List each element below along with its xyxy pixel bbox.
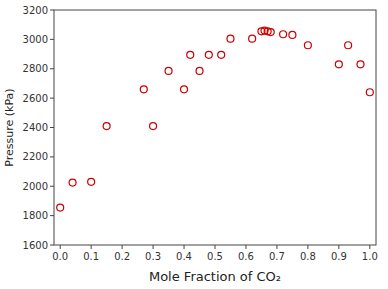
x-tick [60,245,61,249]
x-tick-label: 1.0 [362,251,378,262]
point [227,35,234,42]
x-tick [338,245,339,249]
y-tick [50,10,54,11]
y-tick [50,127,54,128]
x-tick-label: 0.6 [238,251,254,262]
point [205,51,212,58]
x-tick [245,245,246,249]
y-tick-label: 3200 [23,5,48,16]
y-tick-label: 2200 [23,151,48,162]
point [88,178,95,185]
x-tick [369,245,370,249]
x-tick-label: 0.9 [331,251,347,262]
plot-frame [54,10,376,245]
point [366,89,373,96]
y-tick-label: 2600 [23,93,48,104]
y-axis-label: Pressure (kPa) [3,88,16,166]
point [218,51,225,58]
y-tick-label: 2800 [23,63,48,74]
point [57,204,64,211]
y-tick-label: 1600 [23,240,48,251]
point [357,61,364,68]
x-axis-label: Mole Fraction of CO₂ [149,269,281,284]
x-tick-label: 0.2 [114,251,130,262]
x-tick-label: 0.7 [269,251,285,262]
x-tick [184,245,185,249]
point [196,67,203,74]
y-tick [50,186,54,187]
x-tick [91,245,92,249]
points [57,27,374,211]
point [150,123,157,130]
x-tick-label: 0.3 [145,251,161,262]
y-tick-label: 3000 [23,34,48,45]
point [140,86,147,93]
y-tick [50,215,54,216]
x-tick-label: 0.5 [207,251,223,262]
x-tick [307,245,308,249]
y-tick-label: 2000 [23,181,48,192]
point [103,123,110,130]
y-tick [50,245,54,246]
y-tick [50,39,54,40]
x-tick [122,245,123,249]
x-tick [215,245,216,249]
y-tick [50,98,54,99]
point [187,51,194,58]
point [181,86,188,93]
x-tick [276,245,277,249]
y-tick-label: 2400 [23,122,48,133]
point [289,31,296,38]
y-tick [50,156,54,157]
y-tick [50,68,54,69]
x-tick-label: 0.1 [83,251,99,262]
x-tick-label: 0.4 [176,251,192,262]
x-tick-label: 0.8 [300,251,316,262]
point [69,179,76,186]
y-tick-label: 1800 [23,210,48,221]
point [335,61,342,68]
x-tick-label: 0.0 [52,251,68,262]
point [165,67,172,74]
point [267,29,274,36]
chart: 0.0 0.1 0.2 0.3 0.4 0.5 0.6 0.7 0.8 0.9 1.0 1600 180… [0,0,388,289]
point [280,31,287,38]
point [304,42,311,49]
point [345,42,352,49]
x-tick [153,245,154,249]
point [249,35,256,42]
